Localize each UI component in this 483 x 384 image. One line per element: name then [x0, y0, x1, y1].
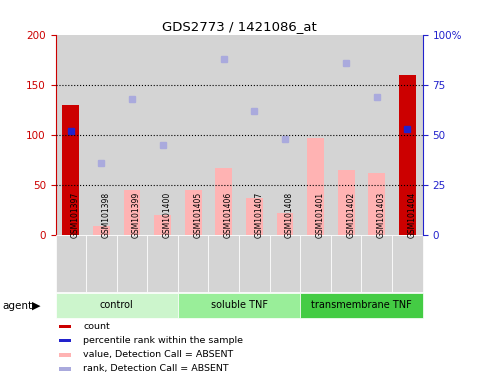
Bar [93, 226, 110, 235]
Bar [338, 170, 355, 235]
FancyBboxPatch shape [331, 235, 361, 292]
Title: GDS2773 / 1421086_at: GDS2773 / 1421086_at [162, 20, 316, 33]
Text: count: count [83, 322, 110, 331]
Bar [361, 35, 392, 235]
Bar [59, 339, 71, 343]
Text: GSM101399: GSM101399 [132, 192, 141, 238]
Bar [270, 35, 300, 235]
Bar [147, 35, 178, 235]
FancyBboxPatch shape [178, 293, 300, 318]
Bar [246, 198, 263, 235]
FancyBboxPatch shape [147, 235, 178, 292]
Bar [215, 168, 232, 235]
FancyBboxPatch shape [56, 293, 178, 318]
Text: GSM101408: GSM101408 [285, 192, 294, 238]
FancyBboxPatch shape [178, 235, 209, 292]
Bar [56, 35, 86, 235]
Text: GSM101403: GSM101403 [377, 192, 386, 238]
Bar [178, 35, 209, 235]
Bar [117, 35, 147, 235]
Bar [59, 367, 71, 371]
FancyBboxPatch shape [270, 235, 300, 292]
FancyBboxPatch shape [56, 235, 86, 292]
Text: GSM101397: GSM101397 [71, 192, 80, 238]
FancyBboxPatch shape [361, 235, 392, 292]
Text: GSM101407: GSM101407 [255, 192, 263, 238]
Text: GSM101406: GSM101406 [224, 192, 233, 238]
Bar [62, 105, 79, 235]
FancyBboxPatch shape [392, 235, 423, 292]
Bar [154, 215, 171, 235]
Text: transmembrane TNF: transmembrane TNF [311, 300, 412, 310]
Bar [86, 35, 117, 235]
Bar [185, 190, 201, 235]
FancyBboxPatch shape [117, 235, 147, 292]
Text: GSM101405: GSM101405 [193, 192, 202, 238]
Text: ▶: ▶ [32, 301, 41, 311]
Bar [331, 35, 361, 235]
Bar [307, 138, 324, 235]
Bar [59, 353, 71, 357]
FancyBboxPatch shape [239, 235, 270, 292]
Bar [209, 35, 239, 235]
Bar [300, 35, 331, 235]
Text: GSM101404: GSM101404 [407, 192, 416, 238]
Bar [392, 35, 423, 235]
Bar [277, 213, 293, 235]
Text: agent: agent [2, 301, 32, 311]
FancyBboxPatch shape [209, 235, 239, 292]
Bar [239, 35, 270, 235]
Text: percentile rank within the sample: percentile rank within the sample [83, 336, 243, 345]
Text: GSM101401: GSM101401 [315, 192, 325, 238]
Bar [399, 75, 416, 235]
Text: GSM101398: GSM101398 [101, 192, 111, 238]
Text: control: control [100, 300, 134, 310]
Text: GSM101402: GSM101402 [346, 192, 355, 238]
FancyBboxPatch shape [300, 293, 423, 318]
Text: rank, Detection Call = ABSENT: rank, Detection Call = ABSENT [83, 364, 229, 374]
FancyBboxPatch shape [86, 235, 117, 292]
Bar [369, 173, 385, 235]
Text: GSM101400: GSM101400 [163, 192, 171, 238]
Text: value, Detection Call = ABSENT: value, Detection Call = ABSENT [83, 350, 233, 359]
Bar [59, 325, 71, 328]
Bar [124, 190, 141, 235]
FancyBboxPatch shape [300, 235, 331, 292]
Text: soluble TNF: soluble TNF [211, 300, 268, 310]
